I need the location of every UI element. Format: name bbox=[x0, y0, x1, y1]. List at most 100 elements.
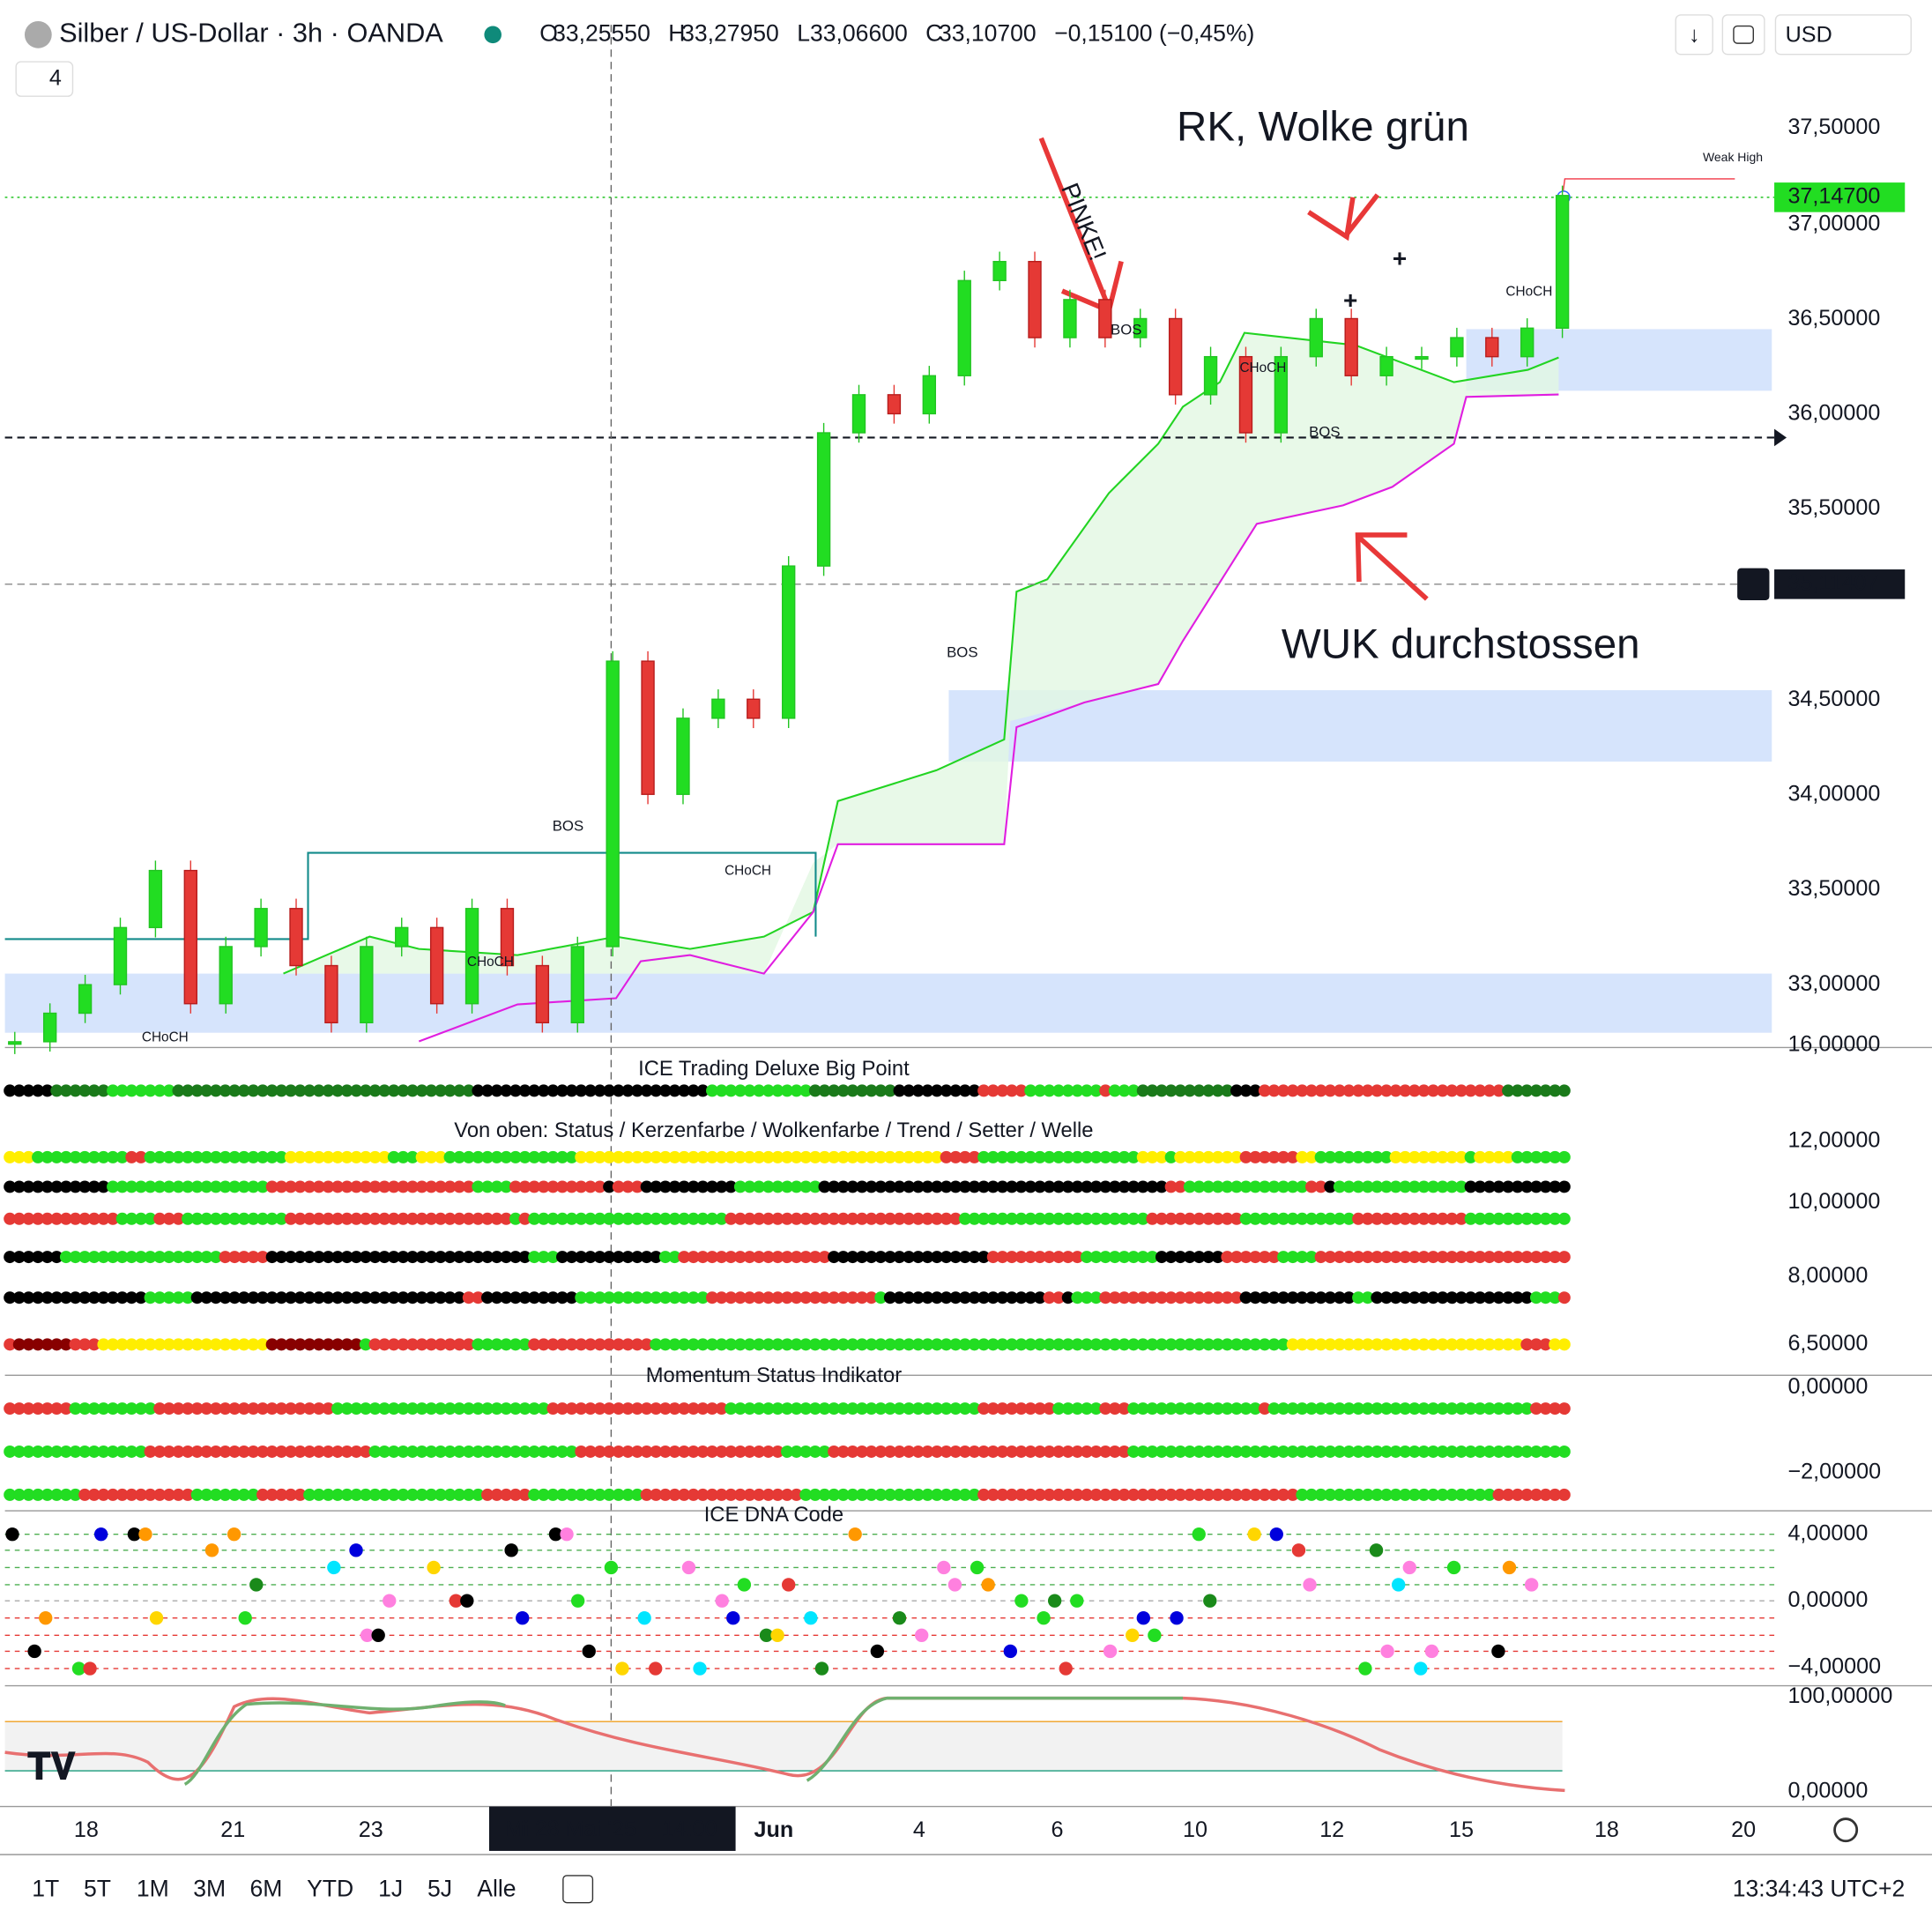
status-dot bbox=[69, 1251, 82, 1264]
range-button[interactable]: YTD bbox=[307, 1876, 353, 1902]
range-button[interactable]: 1T bbox=[32, 1876, 59, 1902]
status-dot bbox=[509, 1084, 522, 1097]
status-dot bbox=[883, 1402, 896, 1416]
status-dot bbox=[406, 1488, 420, 1501]
status-dot bbox=[678, 1084, 691, 1097]
status-dot bbox=[1399, 1180, 1412, 1193]
status-dot bbox=[247, 1084, 260, 1097]
status-dot bbox=[1089, 1212, 1103, 1225]
status-dot bbox=[968, 1402, 981, 1416]
status-dot bbox=[443, 1402, 457, 1416]
structure-label: BOS bbox=[1309, 423, 1340, 440]
status-dot bbox=[87, 1180, 100, 1193]
status-dot bbox=[799, 1402, 813, 1416]
range-button[interactable]: 1M bbox=[137, 1876, 169, 1902]
status-dot bbox=[1211, 1488, 1224, 1501]
status-dot bbox=[472, 1212, 485, 1225]
status-dot bbox=[743, 1338, 756, 1351]
dna-dot bbox=[560, 1527, 574, 1542]
range-button[interactable]: 5J bbox=[427, 1876, 452, 1902]
status-dot bbox=[1511, 1338, 1524, 1351]
status-dot bbox=[462, 1291, 475, 1304]
status-dot bbox=[237, 1180, 250, 1193]
status-dot bbox=[828, 1084, 841, 1097]
status-dot bbox=[940, 1150, 953, 1163]
structure-label: BOS bbox=[553, 818, 583, 835]
range-button[interactable]: 3M bbox=[193, 1876, 226, 1902]
status-dot bbox=[1539, 1180, 1552, 1193]
currency-select[interactable]: USD bbox=[1786, 22, 1832, 47]
status-dot bbox=[1099, 1338, 1112, 1351]
status-dot bbox=[1379, 1402, 1393, 1416]
status-dot bbox=[406, 1180, 420, 1193]
status-dot bbox=[228, 1084, 242, 1097]
status-dot bbox=[762, 1150, 775, 1163]
status-dot bbox=[359, 1402, 372, 1416]
status-dot bbox=[1081, 1212, 1093, 1225]
status-dot bbox=[172, 1212, 185, 1225]
status-dot bbox=[743, 1180, 756, 1193]
status-dot bbox=[771, 1338, 784, 1351]
status-dot bbox=[836, 1150, 850, 1163]
status-dot bbox=[265, 1488, 279, 1501]
status-dot bbox=[350, 1446, 363, 1458]
layers-button[interactable]: 4 bbox=[49, 65, 62, 90]
status-dot bbox=[1183, 1212, 1196, 1225]
range-button[interactable]: 6M bbox=[250, 1876, 283, 1902]
status-dot bbox=[1296, 1251, 1309, 1264]
status-dot bbox=[893, 1150, 906, 1163]
status-dot bbox=[107, 1488, 120, 1501]
candle bbox=[324, 964, 338, 1024]
status-dot bbox=[1427, 1446, 1440, 1458]
status-dot bbox=[799, 1488, 813, 1501]
status-dot bbox=[706, 1402, 719, 1416]
range-button[interactable]: Alle bbox=[477, 1876, 516, 1902]
status-dot bbox=[1239, 1446, 1252, 1458]
status-dot bbox=[190, 1150, 204, 1163]
status-dot bbox=[743, 1251, 756, 1264]
dna-dot bbox=[449, 1594, 463, 1608]
status-dot bbox=[640, 1446, 653, 1458]
axis-label: 0,00000 bbox=[1787, 1374, 1868, 1399]
status-dot bbox=[1539, 1402, 1552, 1416]
status-dot bbox=[415, 1291, 428, 1304]
range-button[interactable]: 5T bbox=[84, 1876, 111, 1902]
status-dot bbox=[153, 1212, 167, 1225]
status-dot bbox=[107, 1402, 120, 1416]
status-dot bbox=[182, 1180, 195, 1193]
status-dot bbox=[1492, 1212, 1505, 1225]
status-dot bbox=[1417, 1402, 1430, 1416]
status-dot bbox=[1099, 1291, 1112, 1304]
status-dot bbox=[1202, 1180, 1215, 1193]
dna-dot bbox=[1170, 1611, 1184, 1625]
status-dot bbox=[368, 1338, 382, 1351]
status-dot bbox=[1304, 1251, 1318, 1264]
status-dot bbox=[986, 1180, 999, 1193]
status-dot bbox=[1333, 1084, 1346, 1097]
status-dot bbox=[331, 1338, 345, 1351]
status-dot bbox=[78, 1488, 92, 1501]
status-dot bbox=[724, 1251, 738, 1264]
status-dot bbox=[134, 1251, 147, 1264]
range-button[interactable]: 1J bbox=[378, 1876, 403, 1902]
status-dot bbox=[1024, 1291, 1037, 1304]
status-dot bbox=[537, 1150, 550, 1163]
compare-icon[interactable] bbox=[562, 1875, 594, 1904]
status-dot bbox=[87, 1212, 100, 1225]
candle bbox=[8, 1041, 22, 1045]
status-dot bbox=[799, 1212, 813, 1225]
status-dot bbox=[378, 1446, 391, 1458]
candle bbox=[676, 717, 690, 795]
status-dot bbox=[762, 1402, 775, 1416]
status-dot bbox=[331, 1402, 345, 1416]
status-dot bbox=[1352, 1488, 1365, 1501]
annotation: RK, Wolke grün bbox=[1177, 104, 1469, 151]
status-dot bbox=[621, 1251, 635, 1264]
status-dot bbox=[350, 1251, 363, 1264]
dna-dot bbox=[582, 1644, 596, 1659]
status-dot bbox=[687, 1402, 700, 1416]
status-dot bbox=[1118, 1212, 1131, 1225]
status-dot bbox=[1464, 1488, 1477, 1501]
status-dot bbox=[1277, 1212, 1290, 1225]
